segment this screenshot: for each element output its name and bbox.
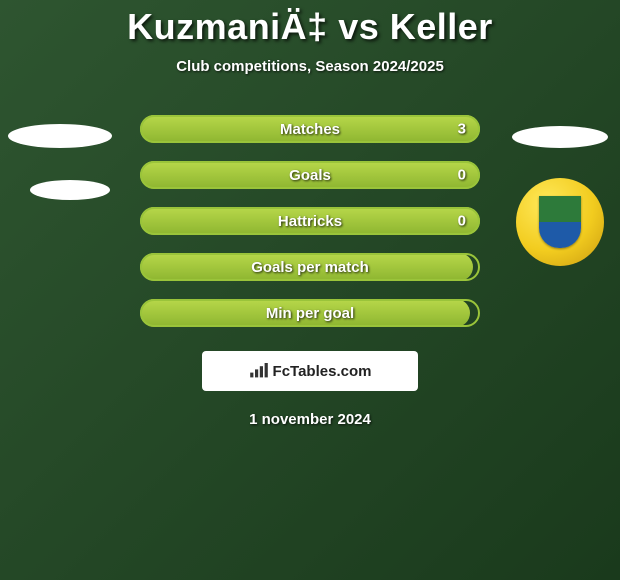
stat-bar-value: 3 bbox=[458, 121, 466, 138]
stat-bar: Min per goal bbox=[140, 299, 480, 327]
stat-bar-value: 0 bbox=[458, 213, 466, 230]
shield-bottom bbox=[539, 222, 581, 248]
decor-ellipse-3 bbox=[512, 126, 608, 148]
brand-text: FcTables.com bbox=[273, 363, 372, 380]
stat-bar-label: Hattricks bbox=[278, 213, 342, 230]
stat-bar: Hattricks 0 bbox=[140, 207, 480, 235]
page-subtitle: Club competitions, Season 2024/2025 bbox=[0, 58, 620, 75]
stats-bars: Matches 3 Goals 0 Hattricks 0 Goals per match M… bbox=[140, 115, 480, 327]
stat-bar: Goals 0 bbox=[140, 161, 480, 189]
decor-ellipse-2 bbox=[30, 180, 110, 200]
stat-bar-value: 0 bbox=[458, 167, 466, 184]
stat-bar-label: Goals per match bbox=[251, 259, 369, 276]
date-text: 1 november 2024 bbox=[0, 411, 620, 428]
decor-ellipse-1 bbox=[8, 124, 112, 148]
shield-top bbox=[539, 196, 581, 222]
club-badge bbox=[516, 178, 604, 266]
stat-bar: Goals per match bbox=[140, 253, 480, 281]
stat-bar-label: Goals bbox=[289, 167, 331, 184]
bar-chart-icon bbox=[249, 363, 269, 379]
stat-bar: Matches 3 bbox=[140, 115, 480, 143]
club-shield-icon bbox=[539, 196, 581, 248]
page-title: KuzmaniÄ‡ vs Keller bbox=[0, 6, 620, 48]
brand-box[interactable]: FcTables.com bbox=[202, 351, 418, 391]
stat-bar-label: Matches bbox=[280, 121, 340, 138]
stat-bar-label: Min per goal bbox=[266, 305, 354, 322]
